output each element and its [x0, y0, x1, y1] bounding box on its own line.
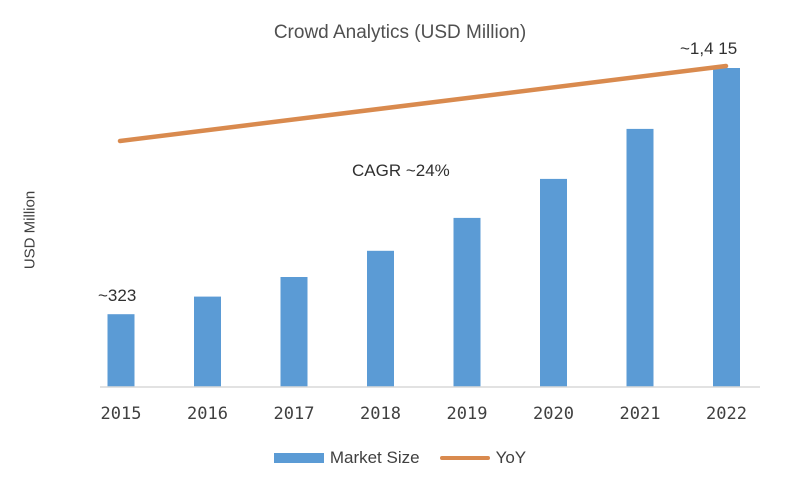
yoy-swatch-icon	[439, 456, 490, 460]
legend-label-yoy: YoY	[495, 448, 527, 467]
annotation-first-value: ~323	[98, 286, 136, 305]
legend: Market Size YoY	[0, 448, 800, 468]
bar-2021	[626, 128, 654, 387]
yoy-line	[117, 63, 729, 144]
legend-item-yoy: YoY	[439, 448, 527, 468]
bar-2020	[540, 178, 567, 387]
bar-2017	[280, 277, 308, 387]
bar-2016	[194, 296, 221, 387]
x-tick-2018: 2018	[360, 404, 401, 424]
market-size-bars	[107, 68, 740, 387]
x-tick-2016: 2016	[187, 404, 228, 424]
chart-title: Crowd Analytics (USD Million)	[273, 22, 527, 43]
x-tick-2022: 2022	[706, 404, 747, 424]
x-tick-2021: 2021	[620, 404, 661, 424]
bar-2018	[367, 250, 394, 387]
bar-2015	[107, 314, 135, 387]
x-axis-ticks: 2015 2016 2017 2018 2019 2020 2021 2022	[101, 404, 747, 424]
x-tick-2019: 2019	[447, 404, 488, 424]
legend-label-market-size: Market Size	[329, 448, 420, 467]
x-tick-2015: 2015	[101, 404, 142, 424]
x-tick-2017: 2017	[274, 404, 315, 424]
bar-2022	[713, 68, 740, 387]
legend-item-market-size: Market Size	[273, 448, 420, 468]
x-tick-2020: 2020	[533, 404, 574, 424]
annotation-cagr: CAGR ~24%	[352, 161, 450, 180]
annotation-last-value: ~1,4 15	[680, 39, 737, 58]
bar-2019	[453, 217, 481, 387]
market-size-swatch-icon	[273, 453, 324, 463]
